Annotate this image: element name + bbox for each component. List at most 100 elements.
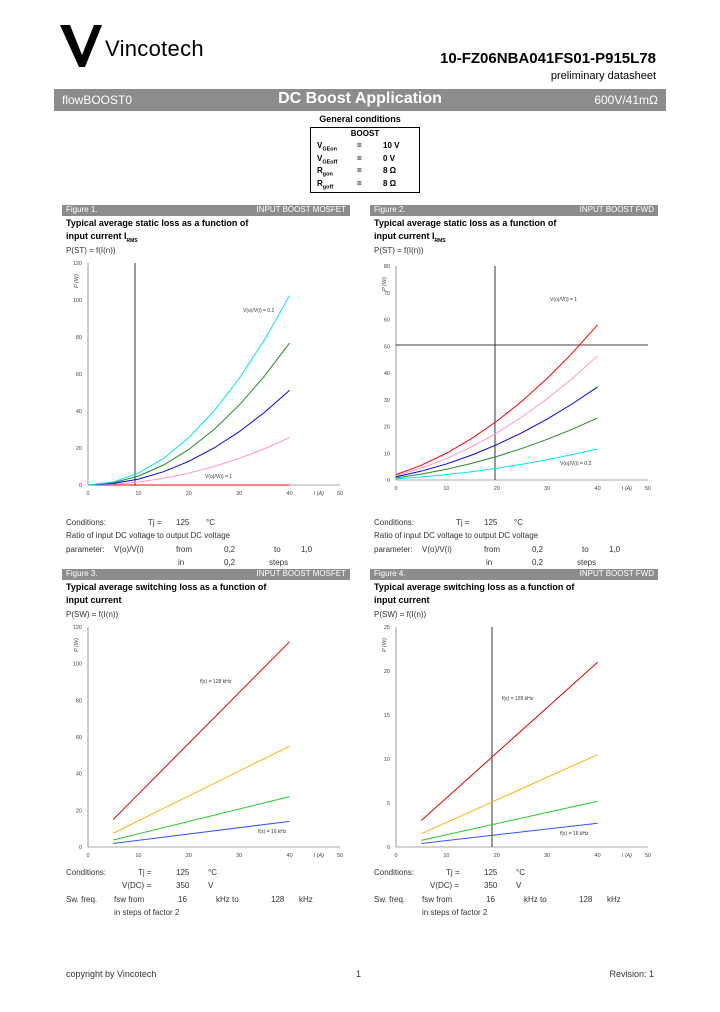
y-tick-label: 50 <box>384 344 390 350</box>
cond-in-value: 0,2 <box>532 558 544 567</box>
y-tick-label: 20 <box>384 669 390 675</box>
conditions-fig2: Conditions: Tj = 125 °C Ratio of input D… <box>374 518 674 568</box>
conditions-fig3: Conditions: Tj = 125 °C V(DC) = 350 V Sw… <box>66 868 366 918</box>
y-tick-label: 60 <box>76 372 82 378</box>
gc-symbol: Rgoff <box>317 179 333 191</box>
figure-tag: INPUT BOOST FWD <box>579 569 654 578</box>
series-line <box>113 820 290 845</box>
application-title: DC Boost Application <box>278 90 442 107</box>
chart-figure-2: 0 10 20 30 40 50 0 10 20 30 40 50 60 70 80 I (A) P (W) V(… <box>382 264 651 492</box>
cond-tj-unit: °C <box>206 518 215 527</box>
cond-tj: Tj = <box>148 518 162 527</box>
figure-title-sub: RMS <box>434 237 446 244</box>
cond-fsw: fsw from <box>114 895 145 904</box>
figure-title: Typical average switching loss as a func… <box>66 581 350 612</box>
cond-steps: steps <box>577 558 597 567</box>
general-conditions-title: General conditions <box>319 114 401 124</box>
gc-symbol-sub: GEoff <box>322 159 338 166</box>
cond-in-value: 0,2 <box>224 558 236 567</box>
series-line <box>395 355 598 477</box>
cond-fsw-to: 128 <box>271 895 285 904</box>
y-tick-label: 60 <box>384 318 390 324</box>
cond-fsw-from: 16 <box>178 895 187 904</box>
cond-vdc-value: 350 <box>176 881 190 890</box>
y-tick-label: 25 <box>384 625 390 631</box>
figure-function: P(SW) = f(I(n)) <box>374 610 427 619</box>
series-line <box>395 386 598 478</box>
gc-value: 0 V <box>383 153 396 163</box>
cond-tj-value: 125 <box>176 518 190 527</box>
x-tick-label: 50 <box>337 491 343 497</box>
y-tick-label: 20 <box>76 446 82 452</box>
y-tick-label: 10 <box>384 757 390 763</box>
chart-annotation: V(o)/V(i) = 0.2 <box>560 461 591 467</box>
y-tick-label: 120 <box>73 625 82 631</box>
gc-row: VGEoff = 0 V <box>311 154 419 167</box>
figure-title: Typical average static loss as a functio… <box>374 217 658 248</box>
y-tick-label: 0 <box>387 478 390 484</box>
y-tick-label: 80 <box>384 264 390 270</box>
cond-fsw-from: 16 <box>486 895 495 904</box>
cond-label: Conditions: <box>66 868 107 877</box>
figure-tag: INPUT BOOST MOSFET <box>256 205 347 214</box>
cond-tj-value: 125 <box>176 868 190 877</box>
figure-title-line2: input current IRMS <box>66 230 350 248</box>
cond-to-value: 1,0 <box>301 545 313 554</box>
cond-param-symbol: V(o)/V(i) <box>422 545 452 554</box>
cond-tj: Tj = <box>446 868 460 877</box>
gc-value: 8 Ω <box>383 178 397 188</box>
y-tick-label: 40 <box>384 371 390 377</box>
cond-tj-value: 125 <box>484 868 498 877</box>
x-tick-label: 0 <box>86 491 89 497</box>
cond-steps: in steps of factor 2 <box>114 908 180 917</box>
figure-title-line1: Typical average switching loss as a func… <box>66 582 267 592</box>
chart-annotation: f(s) = 128 kHz <box>502 696 534 702</box>
y-tick-label: 40 <box>76 409 82 415</box>
cond-to-value: 1,0 <box>609 545 621 554</box>
figure-title-line2: input current <box>66 594 350 612</box>
gc-symbol: VGEon <box>317 141 337 153</box>
figure-header: Figure 4. INPUT BOOST FWD <box>370 569 658 580</box>
figure-title-sub: RMS <box>126 237 138 244</box>
cond-tj: Tj = <box>138 868 152 877</box>
product-family: flowBOOST0 <box>62 93 133 107</box>
cond-label: Conditions: <box>374 518 415 527</box>
x-axis-label: I (A) <box>314 491 325 497</box>
x-tick-label: 0 <box>394 486 397 492</box>
x-tick-label: 20 <box>494 853 500 859</box>
figure-header: Figure 3. INPUT BOOST MOSFET <box>62 569 350 580</box>
cond-param: parameter: <box>374 545 413 554</box>
x-tick-label: 50 <box>645 853 651 859</box>
figure-title-text: input current <box>66 595 122 605</box>
gc-row: Rgon = 8 Ω <box>311 166 419 179</box>
series-line <box>87 295 291 486</box>
cond-in: in <box>178 558 185 567</box>
figure-title-line2: input current <box>374 594 658 612</box>
cond-vdc: V(DC) = <box>430 881 460 890</box>
gc-symbol-sub: GEon <box>322 146 338 153</box>
figure-title: Typical average switching loss as a func… <box>374 581 658 612</box>
gc-symbol-letter: V <box>317 141 323 150</box>
series-line <box>420 661 598 821</box>
series-line <box>395 448 598 480</box>
rating: 600V/41mΩ <box>594 93 658 107</box>
figure-title-line1: Typical average switching loss as a func… <box>374 582 575 592</box>
series-line <box>87 342 290 486</box>
cond-label: Conditions: <box>374 868 415 877</box>
cond-to: to <box>582 545 589 554</box>
x-tick-label: 0 <box>86 853 89 859</box>
vincotech-logo <box>60 25 102 67</box>
figure-function: P(ST) = f(I(n)) <box>374 246 424 255</box>
footer-copyright: copyright by Vincotech <box>66 969 157 979</box>
figure-title-text: input current <box>374 595 430 605</box>
figure-number: Figure 2. <box>374 205 406 214</box>
cond-in: in <box>486 558 493 567</box>
gc-row: Rgoff = 8 Ω <box>311 179 419 192</box>
x-axis-label: I (A) <box>622 853 633 859</box>
datasheet-status: preliminary datasheet <box>550 70 656 82</box>
series-line <box>421 822 598 844</box>
figure-header: Figure 2. INPUT BOOST FWD <box>370 205 658 216</box>
figure-function: P(SW) = f(I(n)) <box>66 610 119 619</box>
figure-number: Figure 4. <box>374 569 406 578</box>
figure-function: P(ST) = f(I(n)) <box>66 246 116 255</box>
